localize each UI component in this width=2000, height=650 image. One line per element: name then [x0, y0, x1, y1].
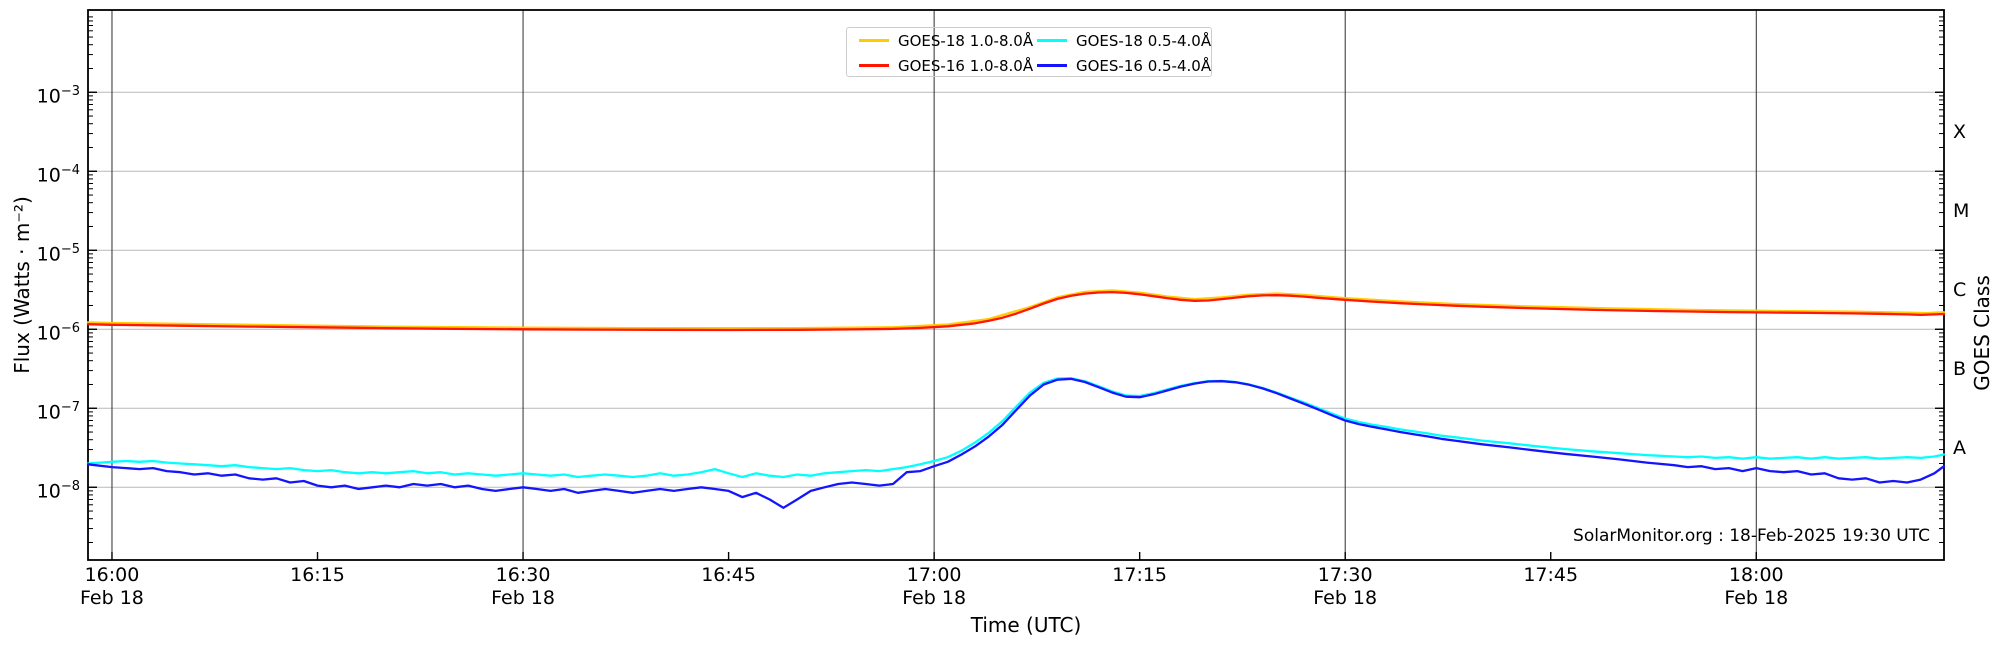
- legend-item-goes18-long: GOES-18 1.0-8.0Å: [847, 32, 1033, 50]
- x-tick-label: 18:00 Feb 18: [1724, 564, 1789, 609]
- curve-goes18-long: [86, 289, 1946, 330]
- goes-class-letter-M: M: [1953, 199, 1970, 222]
- legend-label: GOES-16 0.5-4.0Å: [1076, 56, 1212, 75]
- y-tick-label: 10−5: [36, 242, 80, 266]
- legend-item-goes16-long: GOES-16 1.0-8.0Å: [847, 57, 1033, 75]
- legend: GOES-18 1.0-8.0Å GOES-16 1.0-8.0Å GOES-18 …: [846, 27, 1212, 77]
- legend-line-swatch: [1037, 64, 1067, 67]
- curve-goes16-long: [86, 290, 1946, 332]
- legend-label: GOES-18 1.0-8.0Å: [898, 31, 1034, 50]
- attribution-text: SolarMonitor.org : 18-Feb-2025 19:30 UTC: [1573, 526, 1930, 546]
- legend-line-swatch: [859, 64, 889, 67]
- y-tick-label: 10−8: [36, 479, 80, 503]
- x-tick-label: 16:00 Feb 18: [80, 564, 144, 609]
- plot-border: [87, 9, 1945, 561]
- y-axis-title: Flux (Watts · m⁻²): [10, 196, 34, 374]
- right-axis-title: GOES Class: [1970, 275, 1994, 391]
- legend-line-swatch: [1037, 39, 1067, 42]
- y-tick-label: 10−3: [36, 84, 80, 108]
- x-axis-title: Time (UTC): [970, 613, 1082, 637]
- legend-line-swatch: [859, 39, 889, 42]
- y-tick-label: 10−4: [36, 163, 80, 187]
- goes-class-letter-A: A: [1953, 436, 1966, 459]
- curve-goes16-short: [86, 377, 1946, 509]
- x-tick-label: 17:30 Feb 18: [1313, 564, 1378, 609]
- x-tick-label: 16:30 Feb 18: [491, 564, 555, 609]
- goes-class-letter-C: C: [1953, 278, 1967, 301]
- x-tick-label: 16:15: [290, 564, 345, 586]
- legend-item-goes18-short: GOES-18 0.5-4.0Å: [1025, 32, 1213, 50]
- legend-label: GOES-16 1.0-8.0Å: [898, 56, 1034, 75]
- x-tick-label: 17:15: [1112, 564, 1168, 586]
- goes-class-letter-X: X: [1953, 120, 1967, 143]
- x-tick-label: 16:45: [701, 564, 756, 586]
- y-tick-label: 10−6: [36, 321, 80, 345]
- goes-class-letter-B: B: [1953, 357, 1967, 380]
- x-tick-label: 17:45: [1523, 564, 1579, 586]
- y-tick-label: 10−7: [36, 400, 80, 424]
- legend-item-goes16-short: GOES-16 0.5-4.0Å: [1025, 57, 1213, 75]
- x-tick-label: 17:00 Feb 18: [902, 564, 967, 609]
- legend-label: GOES-18 0.5-4.0Å: [1076, 31, 1212, 50]
- curve-goes18-short: [86, 377, 1946, 479]
